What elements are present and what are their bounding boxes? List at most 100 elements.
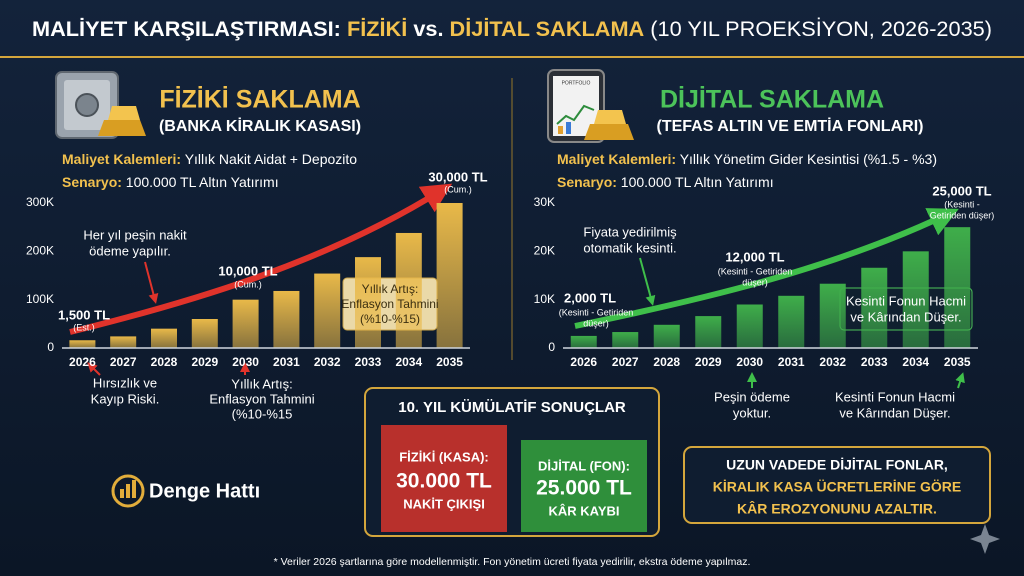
annotation: düşer): [583, 318, 609, 328]
annotation: 10,000 TL: [218, 263, 277, 278]
annotation: ödeme yapılır.: [89, 243, 171, 258]
sparkle: [970, 524, 1000, 554]
annotation: 12,000 TL: [725, 249, 784, 264]
summary-amount: 30.000 TL: [396, 470, 492, 493]
bar: [653, 324, 680, 348]
gold-bars-icon: [584, 110, 634, 140]
y-tick-label: 200K: [26, 244, 54, 258]
cost-text: Yıllık Nakit Aidat + Depozito: [181, 151, 357, 167]
annotation: Enflasyon Tahmini: [341, 297, 438, 311]
x-tick-label: 2026: [570, 355, 597, 369]
pointer: [639, 257, 656, 306]
cost-line: Maliyet Kalemleri: Yıllık Nakit Aidat + …: [62, 151, 357, 167]
cost-label: Maliyet Kalemleri:: [62, 151, 181, 167]
title-part: DİJİTAL SAKLAMA: [450, 18, 645, 41]
y-tick-label: 0: [548, 340, 555, 354]
summary-amount: 25.000 TL: [536, 477, 632, 500]
y-tick-label: 10K: [534, 292, 555, 306]
panel-title: FİZİKİ SAKLAMA: [159, 86, 360, 114]
bar: [273, 290, 300, 348]
annotation: Hırsızlık ve: [93, 375, 157, 390]
trend-arrow: [69, 183, 453, 335]
x-tick-label: 2034: [395, 355, 422, 369]
annotation: otomatik kesinti.: [583, 240, 676, 255]
annotation: Kayıp Riski.: [91, 391, 160, 406]
title-part: MALİYET KARŞILAŞTIRMASI:: [32, 18, 347, 41]
logo-text: Denge Hattı: [149, 480, 260, 502]
x-tick-label: 2034: [902, 355, 929, 369]
bar: [110, 336, 137, 348]
x-tick-label: 2027: [612, 355, 639, 369]
cost-text: Yıllık Yönetim Gider Kesintisi (%1.5 - %…: [676, 151, 937, 167]
scenario-label: Senaryo:: [62, 174, 122, 190]
x-tick-label: 2032: [819, 355, 846, 369]
summary-label: FİZİKİ (KASA):: [399, 449, 489, 464]
annotation: 25,000 TL: [932, 183, 991, 198]
panel-subtitle: (TEFAS ALTIN VE EMTİA FONLARI): [657, 117, 924, 135]
summary-label: DİJİTAL (FON):: [538, 458, 630, 473]
x-tick-label: 2035: [944, 355, 971, 369]
conclusion-line: UZUN VADEDE DİJİTAL FONLAR,: [726, 457, 948, 473]
scenario-text: 100.000 TL Altın Yatırımı: [122, 174, 279, 190]
annotation: yoktur.: [733, 405, 771, 420]
bar: [395, 232, 422, 348]
bar: [736, 304, 763, 348]
x-tick-label: 2029: [695, 355, 722, 369]
annotation: (Cum.): [444, 184, 472, 194]
x-tick-label: 2029: [191, 355, 218, 369]
gold-bars-icon: [98, 106, 146, 136]
trend-arrow: [574, 208, 959, 329]
annotation: Peşin ödeme: [714, 389, 790, 404]
scenario-label: Senaryo:: [557, 174, 617, 190]
bar: [819, 283, 846, 348]
bar: [778, 295, 805, 348]
x-tick-label: 2033: [355, 355, 382, 369]
x-tick-label: 2030: [232, 355, 259, 369]
bar: [902, 251, 929, 348]
x-tick-label: 2031: [778, 355, 805, 369]
annotation: Yıllık Artış:: [362, 282, 419, 296]
physical-box: [381, 425, 507, 532]
x-tick-label: 2026: [69, 355, 96, 369]
cost-label: Maliyet Kalemleri:: [557, 151, 676, 167]
bar: [861, 267, 888, 348]
y-tick-label: 0: [47, 340, 54, 354]
digital-box: [521, 440, 647, 532]
conclusion-line: KÂR EROZYONUNU AZALTIR.: [737, 500, 937, 517]
y-tick-label: 20K: [534, 244, 555, 258]
annotation: Kesinti Fonun Hacmi: [846, 293, 966, 308]
bar: [570, 335, 597, 348]
conclusion-line: KİRALIK KASA ÜCRETLERİNE GÖRE: [713, 479, 961, 495]
panel-title: DİJİTAL SAKLAMA: [660, 86, 884, 114]
annotation: (%10-%15: [232, 406, 293, 421]
annotation: ve Kârından Düşer.: [850, 309, 961, 324]
x-tick-label: 2028: [151, 355, 178, 369]
bar: [695, 316, 722, 348]
bar: [232, 299, 259, 348]
bar: [612, 332, 639, 348]
annotation: (Kesinti - Getiriden: [559, 307, 634, 317]
scenario-line: Senaryo: 100.000 TL Altın Yatırımı: [557, 174, 774, 190]
bar: [191, 319, 218, 348]
y-tick-label: 100K: [26, 292, 54, 306]
y-tick-label: 30K: [534, 195, 555, 209]
icon-label: PORTFOLIO: [562, 80, 591, 86]
pointer: [955, 372, 965, 389]
annotation: Her yıl peşin nakit: [83, 227, 187, 242]
annotation: (Kesinti - Getiriden: [718, 266, 793, 276]
x-tick-label: 2030: [736, 355, 763, 369]
panel-subtitle: (BANKA KİRALIK KASASI): [159, 117, 361, 135]
annotation: 1,500 TL: [58, 307, 110, 322]
annotation: Getiriden düşer): [930, 210, 995, 220]
cost-line: Maliyet Kalemleri: Yıllık Yönetim Gider …: [557, 151, 937, 167]
x-tick-label: 2035: [436, 355, 463, 369]
annotation: 30,000 TL: [428, 169, 487, 184]
footnote: * Veriler 2026 şartlarına göre modellenm…: [274, 556, 751, 568]
annotation: düşer): [742, 277, 768, 287]
bar: [69, 340, 96, 348]
x-tick-label: 2027: [110, 355, 137, 369]
x-tick-label: 2028: [653, 355, 680, 369]
charts: 0 100K 200K 300K 2026 2027 2028 2029 2030 2031 203…: [26, 169, 994, 421]
summary-title: 10. YIL KÜMÜLATİF SONUÇLAR: [398, 399, 626, 416]
